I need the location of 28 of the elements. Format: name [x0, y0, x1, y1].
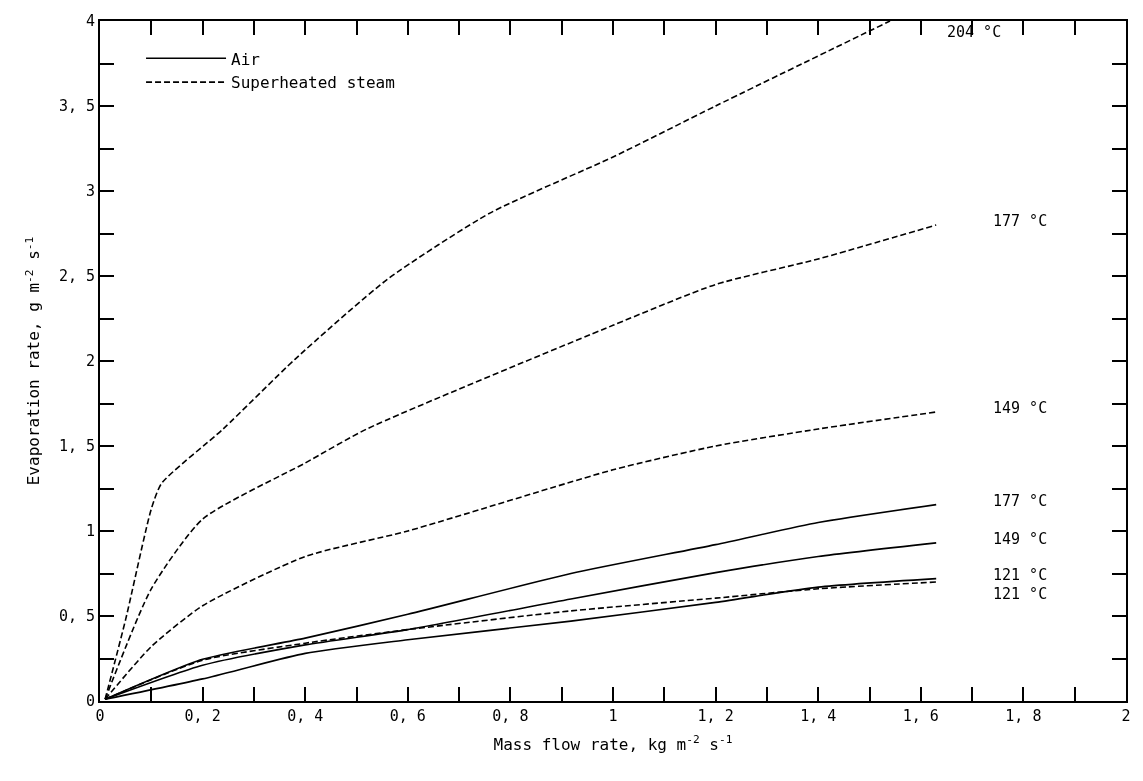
y-tick-label: 0 [85, 692, 95, 711]
annotation: 177 °C [993, 492, 1048, 510]
x-tick-label: 1 [608, 707, 618, 725]
x-tick-label: 1, 2 [697, 707, 734, 725]
annotation: 149 °C [993, 399, 1048, 417]
x-axis-title: Mass flow rate, kg m$^{-2}$ s$^{-1}$ [493, 733, 733, 755]
y-tick-label: 3 [85, 182, 95, 201]
y-tick-label: 1, 5 [58, 437, 95, 456]
x-tick-label: 2 [1121, 707, 1131, 725]
legend-label: Air [231, 49, 261, 69]
x-tick-label: 1, 6 [902, 707, 939, 725]
y-tick-label: 2 [85, 352, 95, 371]
y-tick-label: 3, 5 [58, 97, 95, 116]
y-tick-label: 1 [85, 522, 95, 541]
annotation: 121 °C [993, 585, 1048, 603]
x-tick-label: 0, 8 [492, 707, 529, 725]
legend-label: Superheated steam [231, 73, 395, 93]
x-tick-label: 0, 6 [389, 707, 426, 725]
y-tick-label: 2, 5 [58, 267, 95, 286]
annotation: 121 °C [993, 566, 1048, 584]
x-tick-label: 0, 2 [184, 707, 221, 725]
x-tick-label: 0, 4 [287, 707, 324, 725]
annotation: 177 °C [993, 212, 1048, 230]
y-tick-label: 0, 5 [58, 607, 95, 626]
x-tick-label: 1, 4 [800, 707, 837, 725]
y-tick-label: 4 [85, 12, 95, 31]
annotation: 149 °C [993, 530, 1048, 548]
x-tick-label: 1, 8 [1005, 707, 1042, 725]
